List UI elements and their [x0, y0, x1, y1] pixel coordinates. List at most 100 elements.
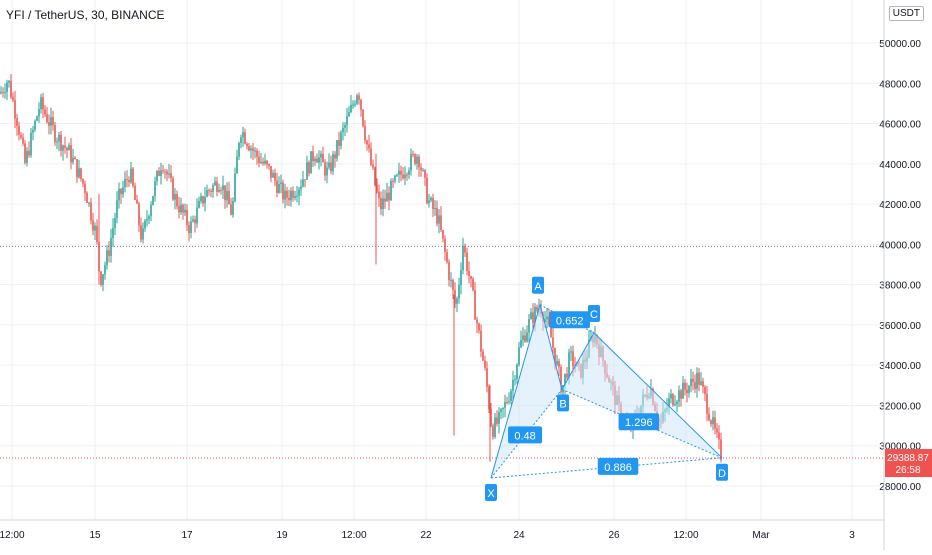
- pattern-leg-xa[interactable]: [490, 304, 541, 479]
- candle: [498, 407, 500, 434]
- candle: [226, 182, 228, 208]
- candle: [702, 377, 704, 394]
- candle: [2, 87, 4, 98]
- candle: [96, 219, 98, 245]
- svg-text:D: D: [718, 468, 726, 480]
- candle: [434, 199, 436, 216]
- candle: [530, 308, 532, 320]
- candle: [306, 155, 308, 180]
- candle: [148, 214, 150, 225]
- candle: [552, 328, 554, 355]
- candle: [406, 172, 408, 181]
- candle: [486, 361, 488, 393]
- pattern-ratio-label[interactable]: 0.652: [549, 311, 590, 329]
- candle: [314, 156, 316, 166]
- candle: [296, 185, 298, 203]
- candle: [460, 262, 462, 295]
- candle: [14, 90, 16, 129]
- candle: [674, 395, 676, 407]
- candle: [212, 183, 214, 198]
- candle: [198, 196, 200, 209]
- candle: [462, 237, 464, 275]
- candle: [346, 107, 348, 133]
- candle: [714, 410, 716, 435]
- y-tick-label: 50000.00: [879, 39, 921, 50]
- grid: [0, 0, 884, 520]
- candle: [264, 153, 266, 166]
- candle: [310, 151, 312, 174]
- pattern-point-c[interactable]: C: [588, 304, 600, 322]
- candle: [322, 146, 324, 163]
- pattern-leg-bc[interactable]: [561, 332, 595, 390]
- candle: [556, 354, 558, 367]
- candle: [510, 388, 512, 405]
- pattern-leg-ab[interactable]: [539, 304, 563, 390]
- candle: [142, 222, 144, 244]
- candle: [386, 182, 388, 202]
- y-tick-label: 38000.00: [879, 281, 921, 292]
- candle: [698, 368, 700, 392]
- candle: [482, 348, 484, 362]
- candle: [474, 282, 476, 320]
- x-tick-label: 17: [181, 530, 193, 541]
- candle: [30, 127, 32, 158]
- candle: [186, 204, 188, 231]
- candle: [12, 92, 14, 103]
- candle: [106, 245, 108, 270]
- candle: [506, 396, 508, 405]
- candle: [362, 109, 364, 128]
- candle: [390, 178, 392, 201]
- currency-badge[interactable]: USDT: [888, 6, 924, 21]
- candle: [158, 167, 160, 177]
- pattern-ratio-label[interactable]: 0.886: [597, 457, 639, 475]
- candle: [102, 274, 104, 291]
- svg-text:X: X: [487, 488, 495, 500]
- candle: [514, 374, 516, 386]
- candle: [428, 193, 430, 208]
- candle: [528, 314, 530, 343]
- candle: [350, 94, 352, 114]
- candle: [388, 186, 390, 211]
- candle: [204, 186, 206, 212]
- candle: [282, 179, 284, 204]
- candle: [22, 133, 24, 146]
- pattern-leg-cd[interactable]: [593, 332, 723, 459]
- candle: [164, 168, 166, 179]
- pattern-point-a[interactable]: A: [532, 276, 544, 294]
- candle: [708, 407, 710, 422]
- x-tick-label: 12:00: [0, 530, 25, 541]
- pattern-ratio-line-xd[interactable]: [490, 457, 723, 479]
- candle: [366, 139, 368, 151]
- candle: [502, 407, 504, 419]
- x-tick-label: 22: [420, 530, 432, 541]
- svg-text:0.48: 0.48: [514, 430, 535, 442]
- candle: [100, 270, 102, 287]
- candle: [470, 275, 472, 288]
- candle: [558, 358, 560, 376]
- pattern-ratio-label[interactable]: 1.296: [618, 413, 660, 431]
- candle: [4, 83, 6, 99]
- candle: [112, 218, 114, 248]
- candle: [408, 167, 410, 180]
- candle: [202, 195, 204, 207]
- candle: [144, 218, 146, 232]
- candle: [52, 110, 54, 131]
- candle: [548, 308, 550, 327]
- candle: [256, 148, 258, 165]
- candle: [118, 182, 120, 209]
- candle: [546, 308, 548, 329]
- pattern-ratio-label[interactable]: 0.48: [508, 426, 543, 444]
- x-tick-label: 3: [849, 530, 855, 541]
- pattern-point-b[interactable]: B: [557, 394, 569, 412]
- pattern-point-d[interactable]: D: [716, 463, 728, 481]
- candle: [516, 363, 518, 384]
- candle: [94, 222, 96, 240]
- pattern-ratio-line-bd[interactable]: [561, 388, 723, 459]
- candle: [518, 342, 520, 367]
- svg-text:B: B: [559, 398, 566, 410]
- pattern-triangle-bcd[interactable]: [562, 332, 722, 458]
- pattern-point-x[interactable]: X: [485, 483, 497, 501]
- candle: [74, 155, 76, 160]
